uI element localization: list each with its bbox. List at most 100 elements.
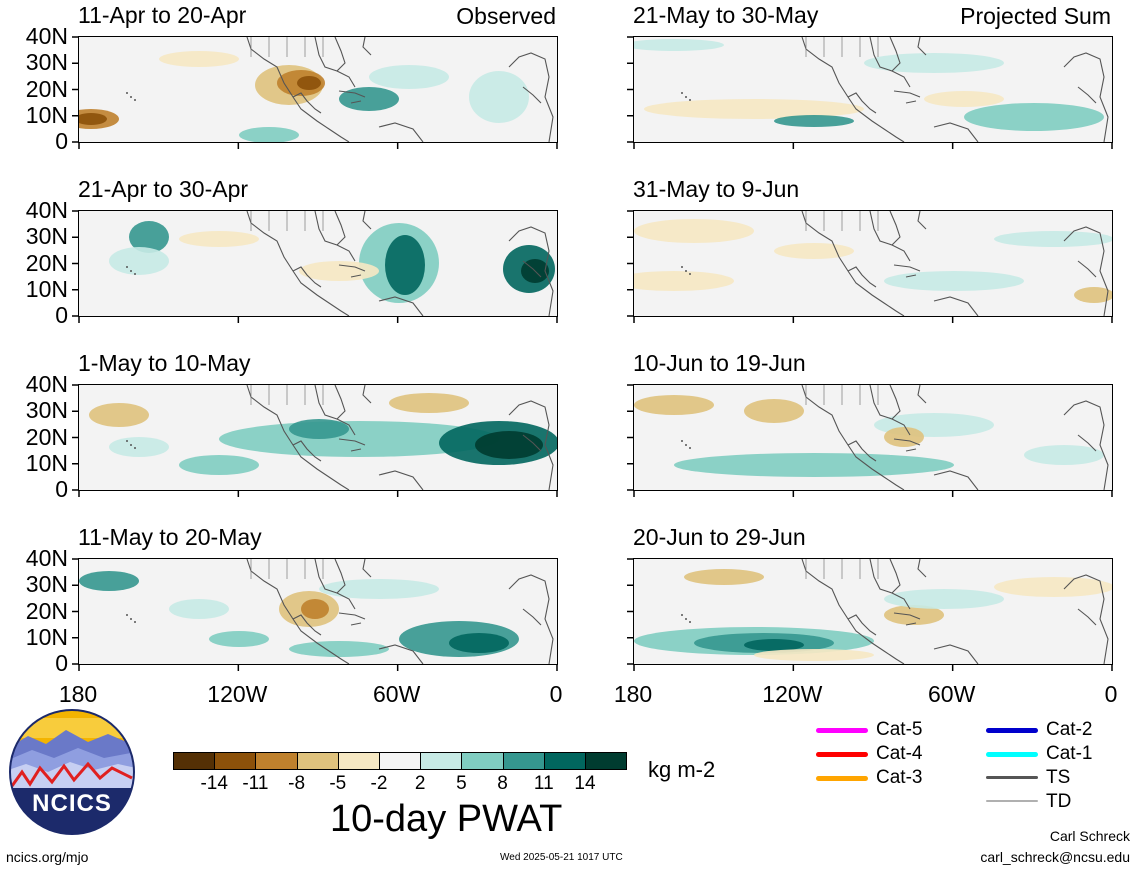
y-tick-label: 0 xyxy=(55,128,68,154)
coastline xyxy=(1077,434,1097,452)
coastline xyxy=(350,622,362,626)
y-axis-ticks xyxy=(72,558,79,665)
pwat-anomaly-shading xyxy=(239,127,299,142)
coastline xyxy=(893,264,921,272)
pwat-anomaly-shading xyxy=(774,243,854,259)
coastline xyxy=(891,244,911,262)
x-tick-label: 60W xyxy=(928,681,976,707)
pwat-anomaly-shading xyxy=(884,427,924,447)
y-axis-ticks xyxy=(627,36,634,143)
colorbar-label: -11 xyxy=(242,773,269,794)
pwat-anomaly-shading xyxy=(449,633,509,653)
y-tick-label: 20N xyxy=(25,423,68,450)
coastline xyxy=(1063,574,1109,664)
pwat-anomaly-shading xyxy=(179,455,259,475)
footer-author: Carl Schreck xyxy=(1049,828,1130,844)
coastline xyxy=(314,37,346,72)
y-tick-label: 20N xyxy=(25,75,68,102)
coastline xyxy=(847,92,877,114)
legend-swatch xyxy=(986,728,1038,733)
pwat-map xyxy=(634,37,1109,142)
y-tick-label: 20N xyxy=(25,249,68,276)
x-axis-ticks xyxy=(633,142,1113,149)
coastline xyxy=(893,612,921,620)
island xyxy=(685,270,687,272)
pwat-map xyxy=(634,211,1112,316)
colorbar-swatch xyxy=(543,752,586,770)
coastline xyxy=(292,614,322,636)
coastline xyxy=(847,614,877,636)
legend-label: Cat-2 xyxy=(1046,719,1093,740)
coastline xyxy=(350,100,362,104)
y-axis-ticks xyxy=(627,210,634,317)
colorbar-swatch xyxy=(255,752,298,770)
coastline xyxy=(338,612,366,620)
pwat-anomaly-shading xyxy=(744,399,804,423)
x-axis-ticks xyxy=(78,490,558,497)
coastline xyxy=(292,440,322,462)
coastline xyxy=(847,440,877,462)
coastline xyxy=(1063,226,1109,316)
map-panel xyxy=(78,210,558,317)
coastline xyxy=(1077,608,1097,626)
pwat-anomaly-shading xyxy=(994,577,1112,597)
coastline xyxy=(378,470,424,490)
coastline xyxy=(338,438,366,446)
panel-title: 10-Jun to 19-Jun xyxy=(633,350,806,376)
panel-title: 1-May to 10-May xyxy=(78,350,251,376)
pwat-anomaly-shading xyxy=(159,51,239,67)
coastline xyxy=(905,100,917,104)
coastline xyxy=(905,448,917,452)
legend-swatch xyxy=(986,800,1038,802)
colorbar-swatch xyxy=(461,752,504,770)
island xyxy=(681,92,683,94)
island xyxy=(126,440,128,442)
coastline xyxy=(522,260,542,278)
x-axis-ticks xyxy=(633,664,1113,671)
colorbar-swatch xyxy=(296,752,339,770)
x-tick-label: 60W xyxy=(373,681,421,707)
coastline xyxy=(917,37,927,56)
y-axis-ticks xyxy=(72,210,79,317)
pwat-map xyxy=(634,385,1109,490)
y-tick-label: 20N xyxy=(25,597,68,624)
pwat-anomaly-shading xyxy=(209,631,269,647)
island xyxy=(134,447,136,449)
x-axis-ticks xyxy=(633,316,1113,323)
pwat-anomaly-shading xyxy=(289,419,349,439)
y-tick-label: 30N xyxy=(25,223,68,250)
island xyxy=(681,614,683,616)
coastline xyxy=(350,448,362,452)
footer-timestamp: Wed 2025-05-21 1017 UTC xyxy=(500,852,623,863)
pwat-anomaly-shading xyxy=(301,599,329,619)
y-tick-label: 40N xyxy=(25,23,68,49)
pwat-anomaly-shading xyxy=(109,247,169,275)
map-panel xyxy=(78,36,558,143)
colorbar-label: 8 xyxy=(497,773,508,794)
map-panel xyxy=(633,384,1113,491)
x-tick-label: 120W xyxy=(207,681,268,707)
coastline xyxy=(933,296,979,316)
coastline xyxy=(893,438,921,446)
coastline xyxy=(362,559,372,578)
x-axis-ticks xyxy=(78,142,558,149)
coastline xyxy=(869,211,901,246)
panel-title: 21-Apr to 30-Apr xyxy=(78,176,249,202)
colorbar-swatch xyxy=(420,752,463,770)
footer-url: ncics.org/mjo xyxy=(6,849,89,865)
pwat-anomaly-shading xyxy=(634,395,714,415)
coastline xyxy=(917,385,927,404)
coastline xyxy=(338,264,366,272)
y-tick-label: 10N xyxy=(25,449,68,476)
coastline xyxy=(522,86,542,104)
coastline xyxy=(314,385,346,420)
coastline xyxy=(1077,260,1097,278)
coastline xyxy=(905,274,917,278)
y-axis-ticks xyxy=(627,384,634,491)
coastline xyxy=(362,211,372,230)
colorbar-swatch xyxy=(502,752,545,770)
colorbar-swatch xyxy=(214,752,257,770)
panel-title: 11-Apr to 20-Apr xyxy=(78,2,247,28)
pwat-anomaly-shading xyxy=(79,113,107,125)
pwat-anomaly-shading xyxy=(339,87,399,111)
